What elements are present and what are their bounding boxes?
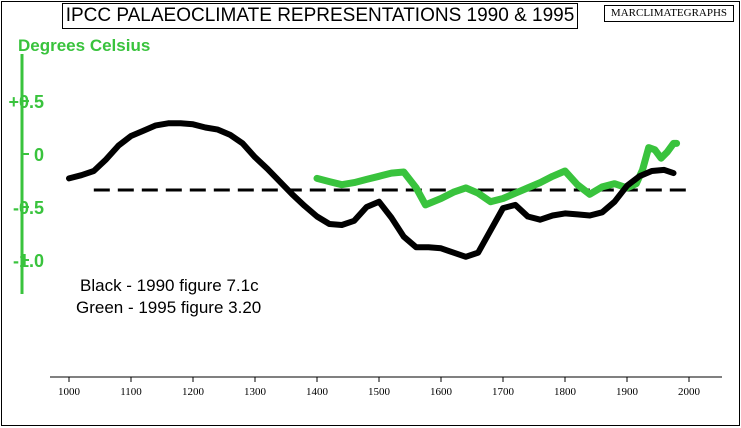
- x-tick-label: 1700: [492, 386, 515, 398]
- x-tick-label: 1400: [306, 386, 329, 398]
- x-axis-ticks: 1000 1100 1200 1300 1400 1500 1600 1700 1800 1900…: [58, 377, 701, 398]
- x-tick-label: 1200: [182, 386, 205, 398]
- x-tick-label: 1800: [554, 386, 577, 398]
- series-layer: [66, 120, 688, 260]
- x-tick-label: 1900: [616, 386, 639, 398]
- y-tick-label: +0.5: [8, 92, 44, 112]
- legend-entry-green: Green - 1995 figure 3.20: [76, 298, 262, 317]
- x-tick-label: 1600: [430, 386, 453, 398]
- y-tick-label: 0: [34, 145, 44, 165]
- y-axis-ticks: +0.5 0 -0.5 -1.0: [8, 92, 44, 271]
- x-tick-label: 1500: [368, 386, 391, 398]
- x-tick-label: 1300: [244, 386, 267, 398]
- x-tick-label: 2000: [678, 386, 701, 398]
- legend-entry-black: Black - 1990 figure 7.1c: [80, 276, 259, 295]
- y-tick-label: -0.5: [13, 198, 44, 218]
- y-axis-label: Degrees Celsius: [18, 36, 151, 55]
- x-tick-label: 1000: [58, 386, 81, 398]
- series-black-1990: [66, 120, 677, 260]
- series-green-1995: [313, 139, 681, 209]
- chart-title: IPCC PALAEOCLIMATE REPRESENTATIONS 1990 …: [62, 3, 578, 29]
- y-tick-label: -1.0: [13, 251, 44, 271]
- watermark-label: MARCLIMATEGRAPHS: [604, 5, 734, 22]
- x-tick-label: 1100: [120, 386, 142, 398]
